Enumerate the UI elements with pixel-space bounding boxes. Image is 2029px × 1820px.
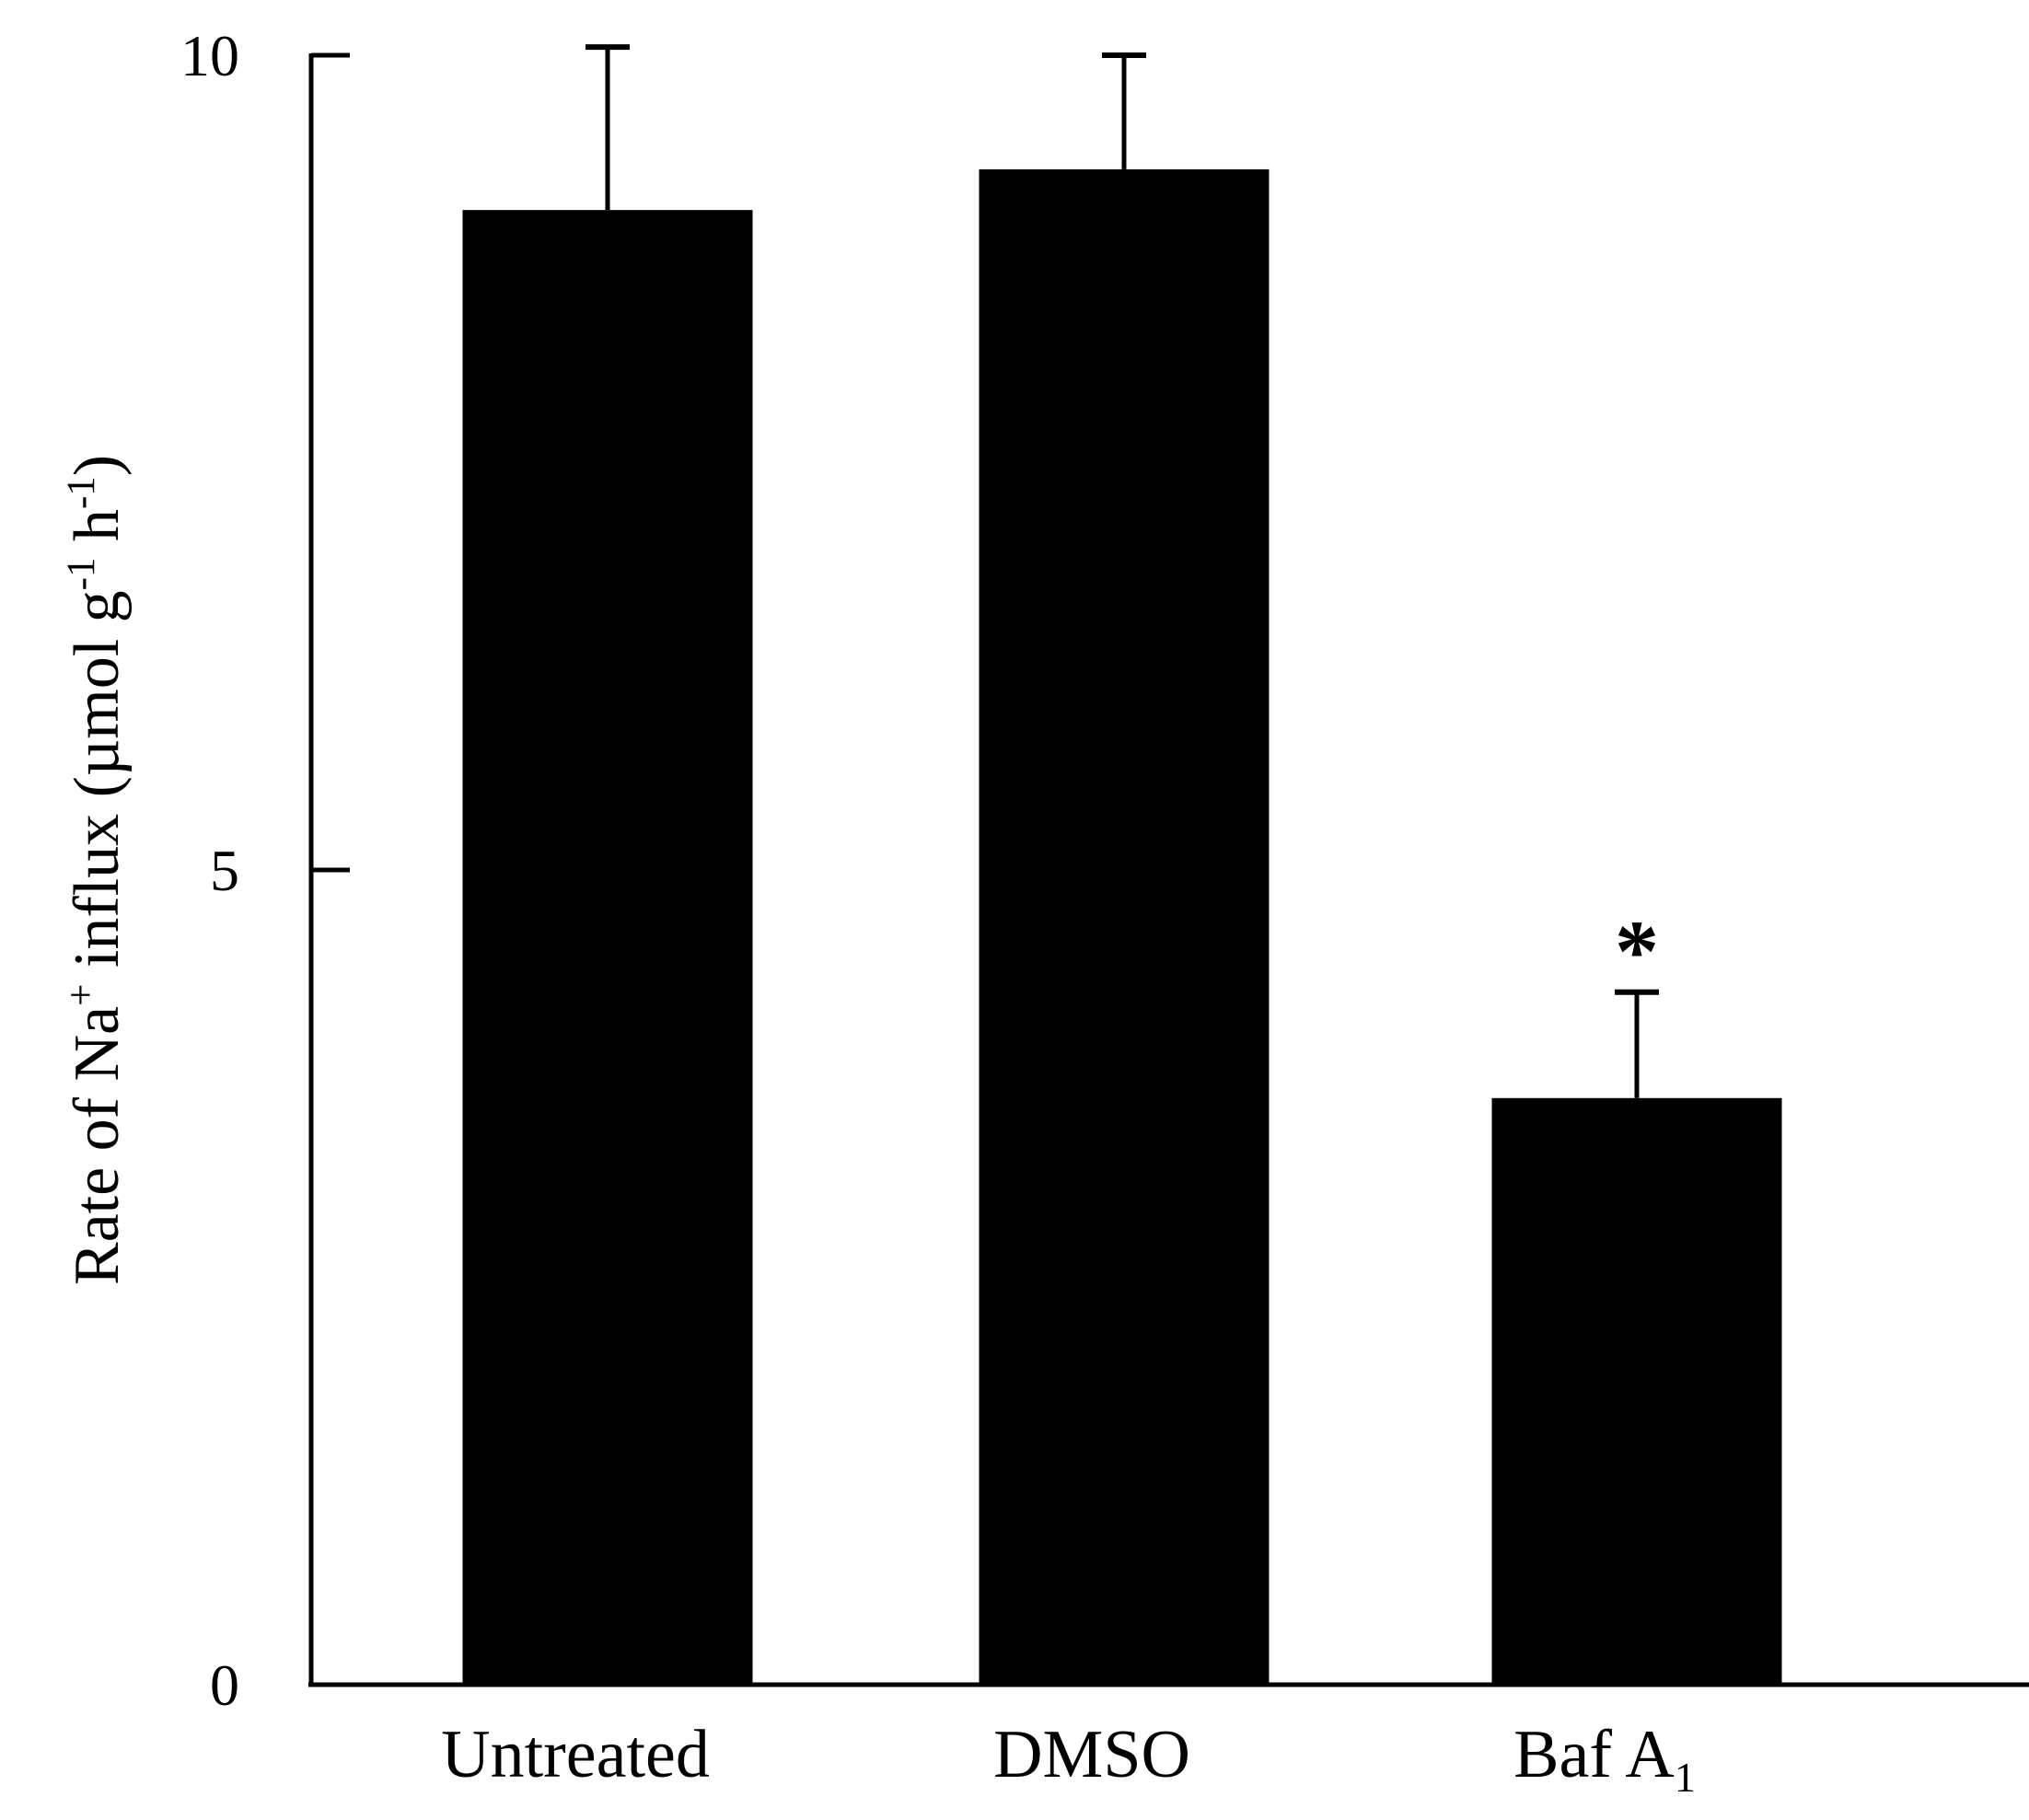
significance-marker: * xyxy=(1615,902,1659,1001)
y-tick-label: 10 xyxy=(180,23,239,88)
chart-bars xyxy=(462,44,1782,1685)
bar xyxy=(462,210,753,1685)
bar xyxy=(1491,1097,1782,1685)
y-axis-label-text: Rate of Na xyxy=(62,1006,133,1285)
y-axis-label-text: h xyxy=(62,509,133,558)
chart-labels: 0 5 10 Untreated DMSO * Baf A1 Rate of Na+ infl… xyxy=(60,23,1696,1801)
y-axis-label-text: influx (µmol g xyxy=(62,590,133,983)
x-category-label: DMSO xyxy=(993,1717,1190,1792)
y-tick-label: 5 xyxy=(210,838,239,903)
category-subscript: 1 xyxy=(1675,1754,1696,1801)
y-axis-label-superscript: -1 xyxy=(60,558,103,591)
y-axis-label-superscript: -1 xyxy=(60,476,103,509)
x-category-label: Untreated xyxy=(441,1717,710,1792)
y-axis-label: Rate of Na+ influx (µmol g-1 h-1) xyxy=(60,455,133,1285)
bar xyxy=(979,168,1270,1685)
y-tick-label: 0 xyxy=(210,1652,239,1718)
y-axis-label-superscript: + xyxy=(60,984,103,1006)
x-category-label: Baf A1 xyxy=(1513,1717,1696,1801)
category-main-text: DMSO xyxy=(993,1717,1190,1792)
category-main-text: Untreated xyxy=(441,1717,710,1792)
y-axis-label-text: ) xyxy=(62,455,133,476)
category-main-text: Baf A xyxy=(1513,1717,1675,1792)
